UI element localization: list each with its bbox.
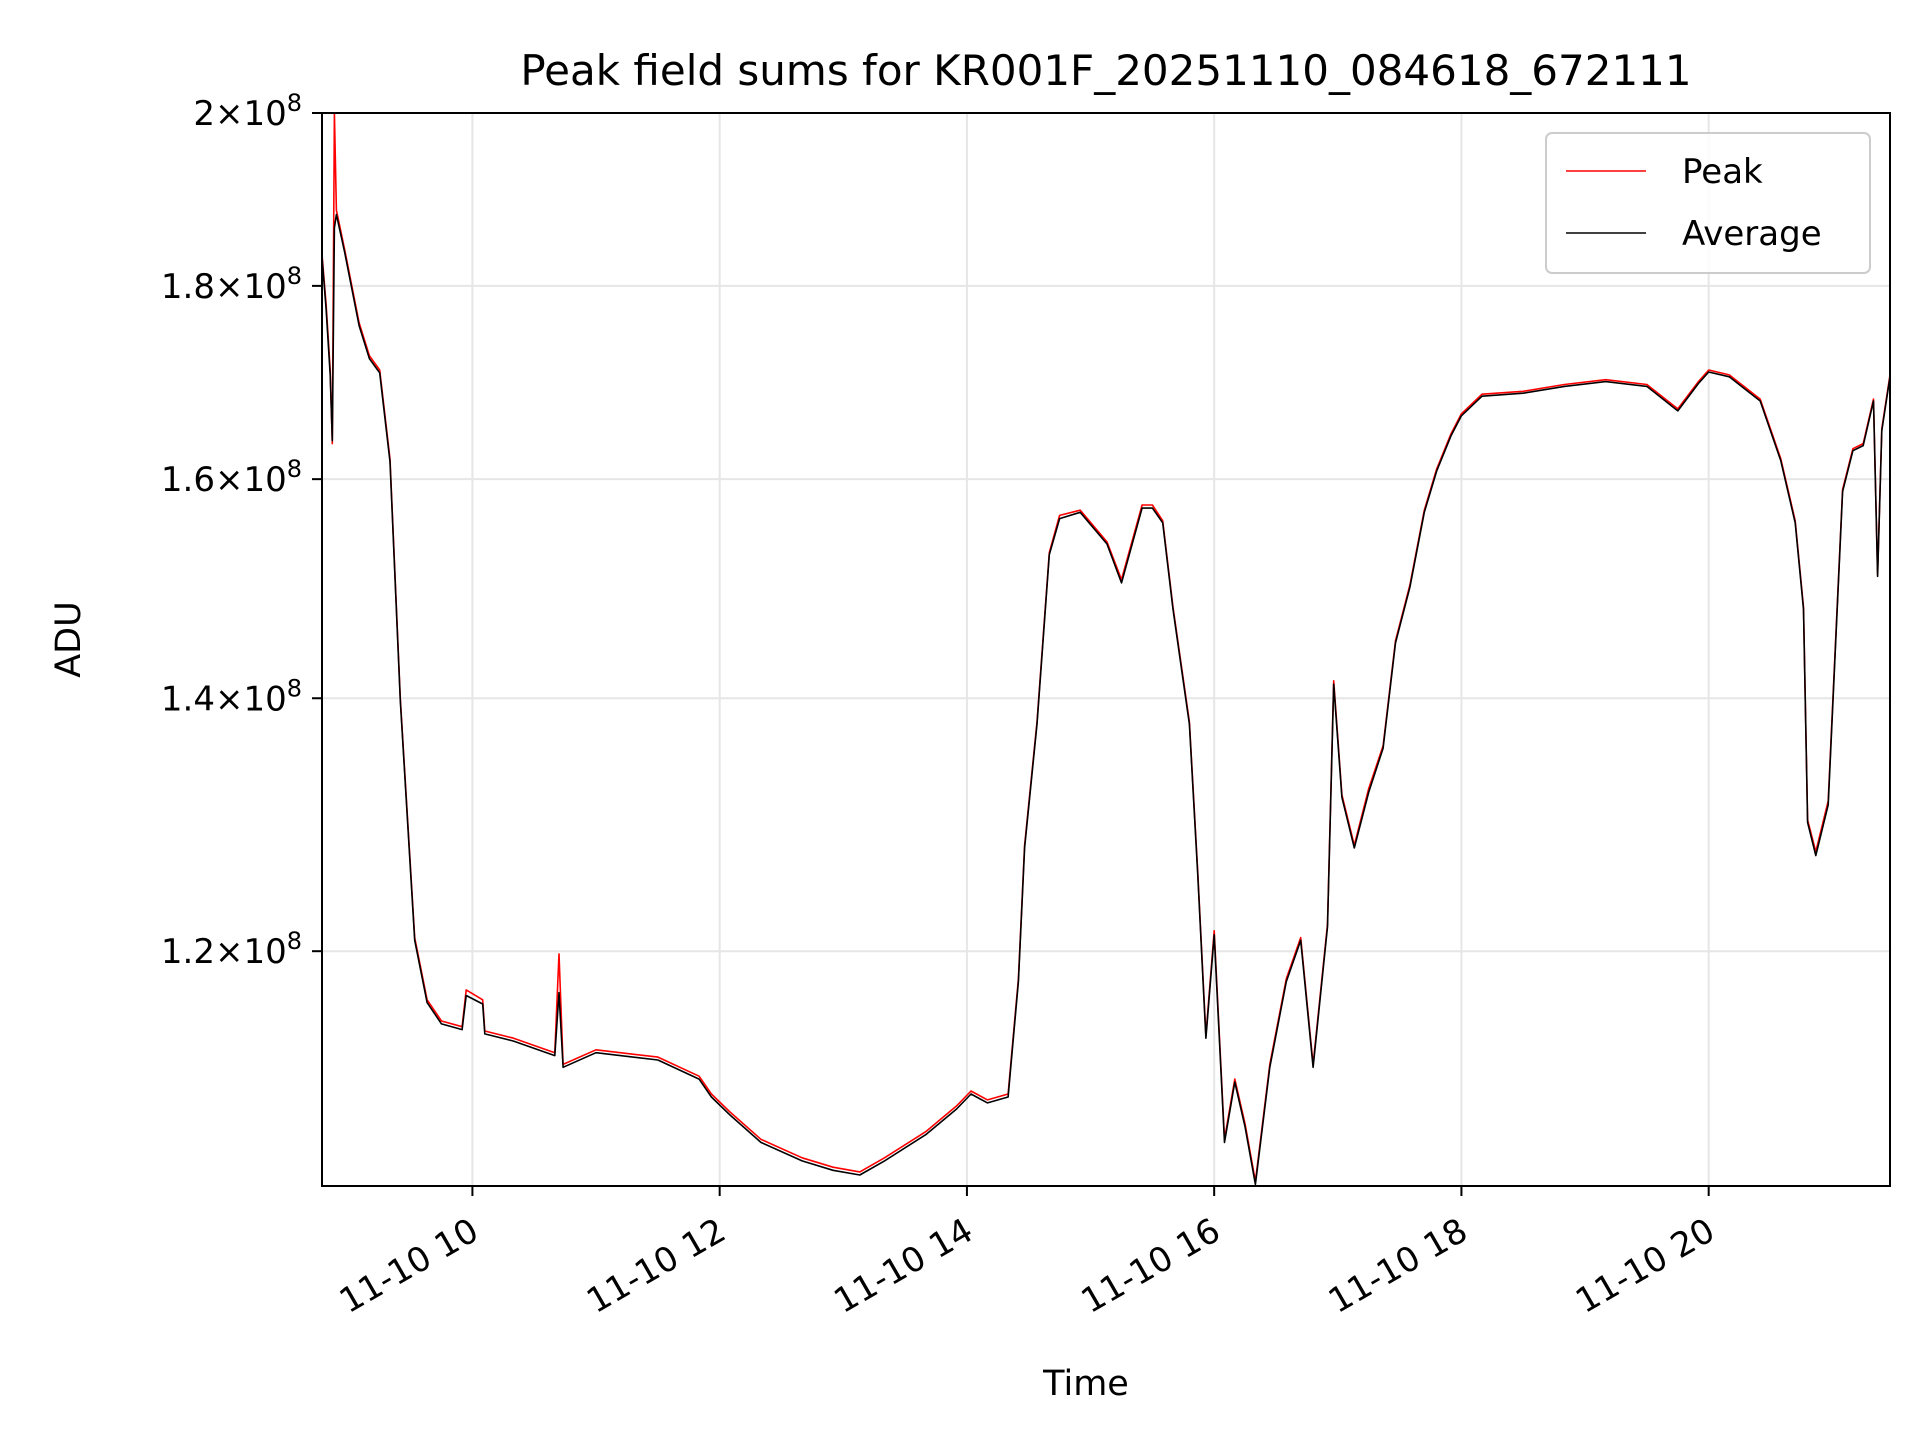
y-tick-label: 1.6×108 — [161, 455, 302, 500]
legend: Peak Average — [1545, 132, 1871, 274]
y-tick-label: 1.8×108 — [161, 262, 302, 307]
y-axis-label: ADU — [49, 601, 89, 678]
series-layer — [321, 112, 1891, 1186]
y-tick-label: 1.4×108 — [161, 674, 302, 719]
series-line-average — [321, 213, 1891, 1186]
x-axis-label: Time — [1042, 1364, 1129, 1404]
plot-area-frame — [321, 112, 1891, 1187]
y-tick-label: 1.2×108 — [161, 927, 302, 972]
series-line-peak — [321, 112, 1891, 1183]
legend-label-average: Average — [1682, 214, 1822, 254]
chart-title: Peak field sums for KR001F_20251110_0846… — [520, 46, 1691, 95]
y-tick-label: 2×108 — [193, 89, 302, 134]
legend-label-peak: Peak — [1682, 152, 1763, 192]
legend-box — [1545, 132, 1871, 274]
